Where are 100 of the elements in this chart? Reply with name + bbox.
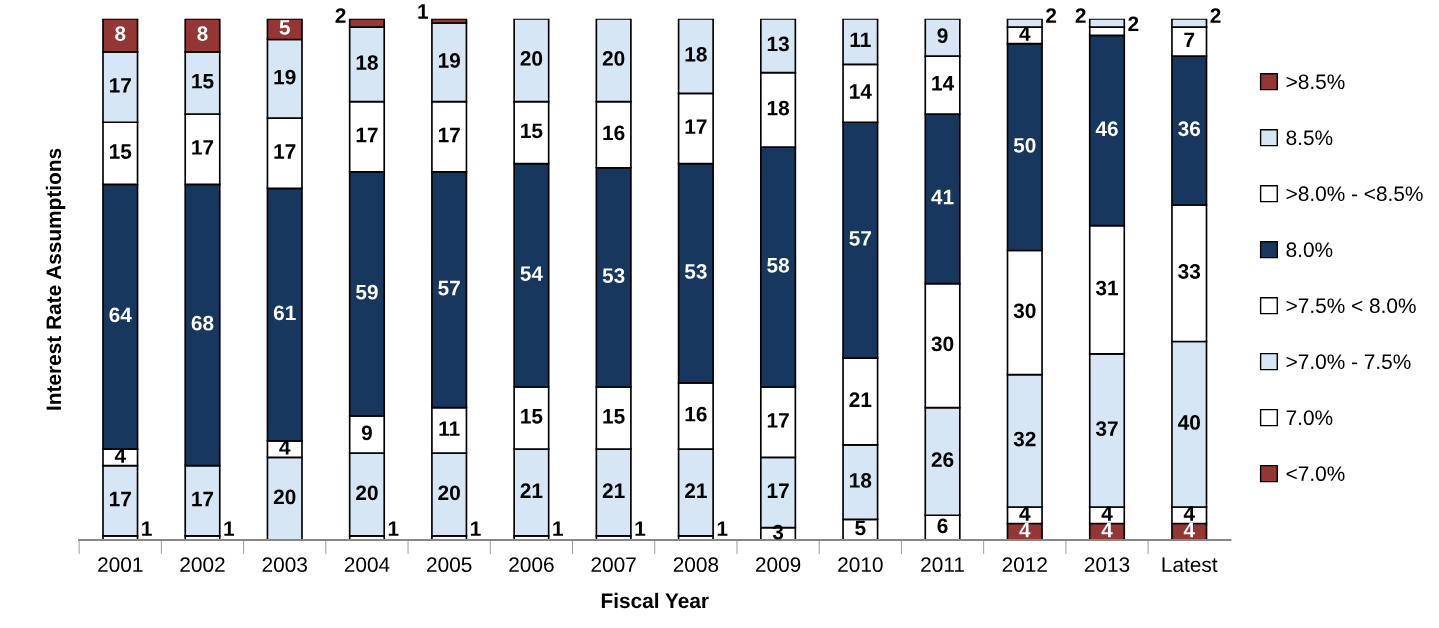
- x-axis-title: Fiscal Year: [601, 592, 709, 609]
- data-label: 17: [109, 491, 131, 507]
- data-label: 36: [1178, 121, 1201, 137]
- x-tick-label: 2004: [344, 557, 390, 573]
- x-tick-label: 2002: [180, 557, 225, 573]
- data-label: 17: [685, 119, 707, 134]
- data-label: 1: [717, 521, 728, 536]
- data-label: 9: [361, 425, 372, 441]
- data-label: 17: [109, 78, 131, 93]
- data-label: 8: [197, 26, 208, 41]
- data-label: 4: [1101, 522, 1113, 538]
- x-tick-label: 2012: [1002, 557, 1047, 573]
- data-label: 15: [521, 123, 543, 139]
- data-label: 1: [388, 521, 399, 536]
- data-label: 2: [1128, 16, 1139, 32]
- data-label: 21: [602, 483, 625, 498]
- legend-label: 8.0%: [1286, 242, 1333, 258]
- data-label: 59: [356, 284, 378, 300]
- data-label: 17: [356, 127, 378, 143]
- data-label: 54: [520, 266, 543, 281]
- x-tick-label: 2013: [1084, 557, 1130, 573]
- x-tick-label: 2006: [509, 557, 554, 573]
- data-label: 18: [850, 473, 872, 488]
- data-label: 17: [767, 483, 789, 498]
- data-label: 5: [855, 520, 866, 536]
- data-label: 5: [279, 20, 290, 35]
- x-tick-label: 2003: [262, 557, 307, 573]
- legend-label: 7.0%: [1286, 410, 1333, 426]
- data-label: 33: [1178, 264, 1201, 279]
- data-label: 21: [685, 483, 707, 498]
- data-label: 4: [1019, 522, 1031, 538]
- data-label: 17: [274, 144, 296, 159]
- data-label: 1: [224, 521, 235, 536]
- data-label: 2: [1210, 8, 1221, 23]
- data-label: 4: [1183, 506, 1195, 521]
- data-label: 46: [1095, 121, 1118, 137]
- data-label: 32: [1013, 431, 1036, 447]
- x-tick-label: 2005: [427, 557, 472, 573]
- x-tick-label: 2011: [921, 557, 964, 573]
- data-label: 1: [553, 521, 563, 536]
- data-label: 17: [192, 491, 214, 507]
- legend-label: >7.0% - 7.5%: [1286, 354, 1411, 370]
- data-label: 11: [850, 32, 871, 47]
- x-tick-label: 2007: [591, 557, 636, 573]
- data-label: 18: [767, 100, 790, 116]
- data-label: 16: [685, 406, 707, 422]
- data-label: 57: [438, 280, 460, 296]
- data-label: 58: [767, 257, 790, 273]
- legend-label: >7.5% < 8.0%: [1286, 298, 1416, 314]
- data-label: 4: [1183, 522, 1195, 538]
- data-label: 4: [1019, 506, 1031, 521]
- legend-label: 8.5%: [1286, 130, 1333, 146]
- data-label: 40: [1177, 415, 1200, 430]
- data-label: 18: [685, 46, 707, 62]
- data-label: 4: [1101, 506, 1113, 521]
- data-label: 50: [1013, 137, 1036, 153]
- legend-label: >8.5%: [1286, 74, 1345, 90]
- x-tick-label: Latest: [1162, 557, 1218, 573]
- data-label: 4: [279, 440, 291, 455]
- data-label: 7: [1184, 32, 1195, 47]
- data-label: 11: [439, 421, 460, 436]
- data-label: 20: [520, 51, 543, 66]
- data-label: 31: [1095, 280, 1119, 296]
- data-label: 68: [191, 315, 214, 331]
- data-label: 57: [849, 231, 871, 246]
- data-label: 20: [602, 51, 625, 66]
- legend-label: <7.0%: [1286, 466, 1345, 482]
- legend-label: >8.0% - <8.5%: [1286, 186, 1423, 202]
- x-tick-label: 2008: [673, 557, 719, 573]
- data-label: 53: [602, 268, 625, 284]
- data-label: 61: [273, 305, 296, 321]
- data-label: 21: [520, 483, 543, 498]
- y-axis-title: Interest Rate Assumptions: [45, 148, 66, 410]
- data-label: 20: [273, 489, 296, 505]
- data-label: 6: [937, 518, 948, 534]
- data-label: 37: [1095, 421, 1118, 437]
- data-label: 1: [142, 521, 152, 536]
- data-label: 20: [438, 485, 460, 501]
- x-tick-label: 2001: [98, 557, 143, 573]
- data-label: 8: [115, 26, 126, 41]
- data-label: 17: [438, 127, 460, 143]
- data-label: 18: [356, 55, 378, 70]
- data-label: 2: [1075, 8, 1086, 23]
- data-label: 53: [684, 264, 707, 279]
- data-label: 17: [767, 413, 789, 428]
- data-label: 64: [109, 307, 132, 323]
- data-label: 2: [335, 8, 346, 23]
- data-label: 1: [635, 521, 646, 536]
- data-label: 30: [1013, 303, 1036, 319]
- data-label: 1: [471, 521, 481, 536]
- data-label: 15: [192, 74, 214, 89]
- data-label: 15: [521, 409, 543, 424]
- data-label: 1: [418, 4, 429, 19]
- data-label: 30: [931, 336, 954, 352]
- data-label: 14: [850, 84, 872, 99]
- data-label: 2: [1046, 8, 1057, 23]
- data-label: 16: [603, 125, 625, 141]
- data-label: 19: [438, 53, 460, 68]
- x-tick-label: 2009: [755, 557, 801, 573]
- data-label: 4: [114, 448, 126, 463]
